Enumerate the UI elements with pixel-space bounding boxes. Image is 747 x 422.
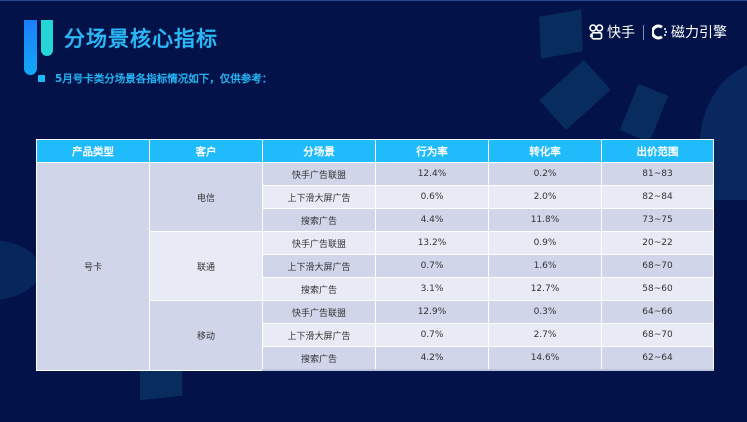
column-header: 分场景 [262,139,376,163]
magnetic-engine-logo-icon [652,24,667,40]
customer-cell: 移动 [149,300,263,371]
background-decoration [619,83,669,143]
behavior-rate-cell: 3.1% [375,277,489,301]
column-header: 出价范围 [601,139,714,163]
page-title: 分场景核心指标 [64,27,218,51]
bullet-square-icon [38,75,45,82]
conversion-rate-cell: 14.6% [488,346,602,371]
bid-range-cell: 68~70 [601,323,714,347]
conversion-rate-cell: 2.7% [488,323,602,347]
scene-metrics-table: 产品类型 客户 分场景 行为率 转化率 出价范围 号卡 电信 快手广告联盟 12… [36,139,714,371]
bid-range-cell: 82~84 [601,185,714,209]
bid-range-cell: 64~66 [601,300,714,324]
conversion-rate-cell: 0.2% [488,162,602,186]
scene-cell: 上下滑大屏广告 [262,254,376,278]
behavior-rate-cell: 0.7% [375,323,489,347]
scene-cell: 上下滑大屏广告 [262,323,376,347]
scene-cell: 搜索广告 [262,346,376,371]
table-row: 号卡 电信 快手广告联盟 12.4% 0.2% 81~83 [36,162,714,371]
background-decoration [539,60,611,130]
column-header: 转化率 [488,139,602,163]
column-header: 客户 [149,139,263,163]
table-header-row: 产品类型 客户 分场景 行为率 转化率 出价范围 [36,139,714,163]
scene-cell: 快手广告联盟 [262,162,376,186]
brand-divider [643,24,644,40]
table-row: 移动 快手广告联盟 12.9% 0.3% 64~66 [36,300,714,371]
scene-cell: 快手广告联盟 [262,300,376,324]
behavior-rate-cell: 12.9% [375,300,489,324]
conversion-rate-cell: 1.6% [488,254,602,278]
behavior-rate-cell: 12.4% [375,162,489,186]
behavior-rate-cell: 4.2% [375,346,489,371]
conversion-rate-cell: 0.3% [488,300,602,324]
kuaishou-brand-text: 快手 [607,25,635,41]
bid-range-cell: 58~60 [601,277,714,301]
scene-cell: 上下滑大屏广告 [262,185,376,209]
product-type-cell: 号卡 [36,162,150,371]
behavior-rate-cell: 13.2% [375,231,489,255]
bid-range-cell: 20~22 [601,231,714,255]
background-decoration [0,240,40,300]
bid-range-cell: 81~83 [601,162,714,186]
brand-logos: 快手 磁力引擎 [589,22,727,42]
title-bars-icon [24,20,54,78]
magnetic-engine-brand-text: 磁力引擎 [671,25,727,41]
column-header: 产品类型 [36,139,150,163]
bid-range-cell: 62~64 [601,346,714,371]
customer-cell: 联通 [149,231,263,301]
top-border-line [0,0,747,1]
conversion-rate-cell: 11.8% [488,208,602,232]
conversion-rate-cell: 2.0% [488,185,602,209]
conversion-rate-cell: 12.7% [488,277,602,301]
bid-range-cell: 73~75 [601,208,714,232]
bid-range-cell: 68~70 [601,254,714,278]
table-row: 联通 快手广告联盟 13.2% 0.9% 20~22 [36,231,714,301]
conversion-rate-cell: 0.9% [488,231,602,255]
behavior-rate-cell: 4.4% [375,208,489,232]
kuaishou-logo-icon [589,24,604,40]
customer-cell: 电信 [149,162,263,232]
scene-cell: 搜索广告 [262,208,376,232]
behavior-rate-cell: 0.6% [375,185,489,209]
behavior-rate-cell: 0.7% [375,254,489,278]
scene-cell: 搜索广告 [262,277,376,301]
scene-cell: 快手广告联盟 [262,231,376,255]
page-subtitle: 5月号卡类分场景各指标情况如下，仅供参考： [55,73,273,85]
column-header: 行为率 [375,139,489,163]
background-decoration [539,9,583,59]
